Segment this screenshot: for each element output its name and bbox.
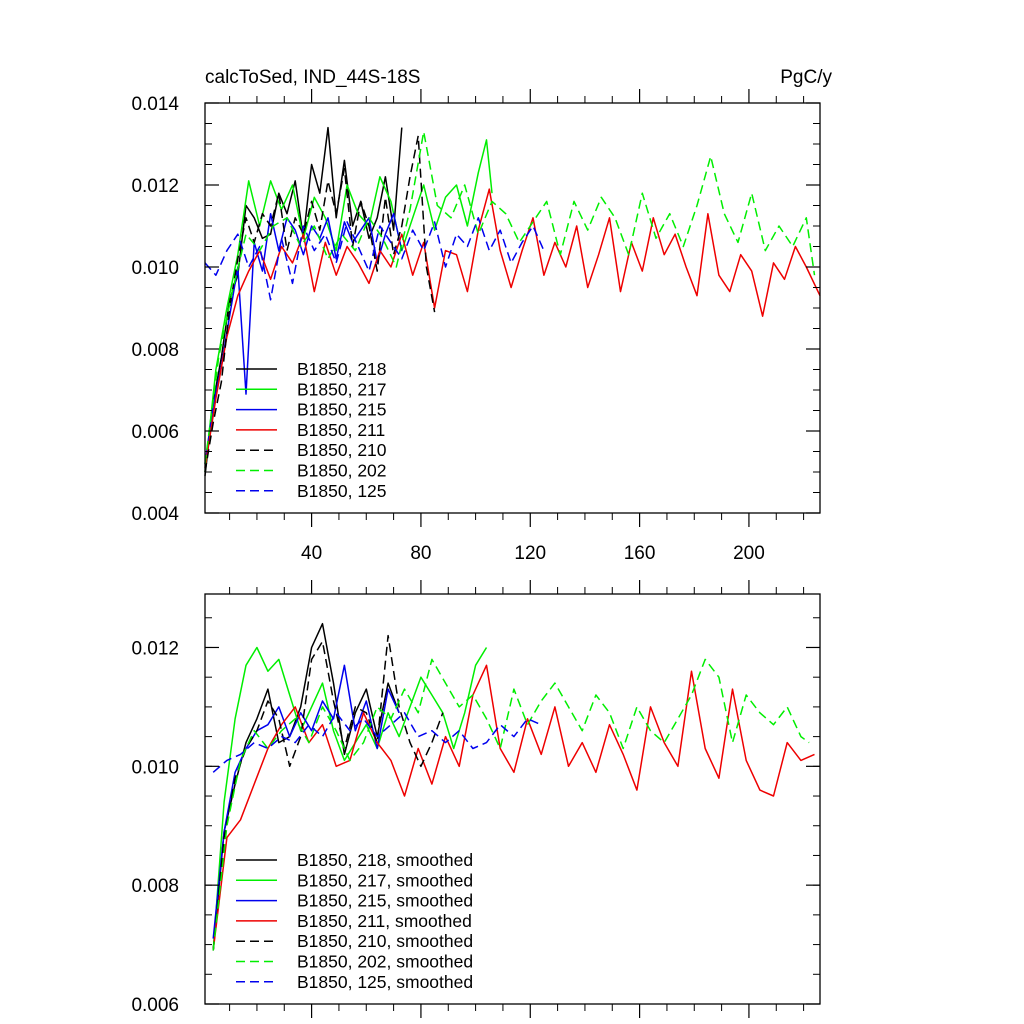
top-series-line-4 [204, 135, 436, 473]
top-series-line-3 [204, 188, 821, 469]
top-ytick-label: 0.004 [131, 504, 179, 525]
bottom-legend-label-3: B1850, 211, smoothed [297, 911, 472, 931]
bottom-series-layer [212, 622, 815, 951]
bottom-series-line-1 [212, 646, 488, 951]
top-legend-label-5: B1850, 202 [297, 461, 387, 481]
top-xtick-label: 120 [514, 543, 546, 564]
top-ytick-label: 0.014 [131, 94, 179, 115]
top-legend-label-3: B1850, 211 [297, 420, 385, 440]
top-legend-label-2: B1850, 215 [297, 400, 387, 420]
top-legend-label-1: B1850, 217 [297, 379, 387, 399]
bottom-legend-label-2: B1850, 215, smoothed [297, 891, 473, 911]
top-ytick-label: 0.010 [131, 258, 179, 279]
top-legend-label-0: B1850, 218 [297, 359, 387, 379]
bottom-axes-layer: 0.006 0.008 0.010 0.012 [131, 580, 821, 1018]
top-panel: calcToSed, IND_44S-18S PgC/y 0.0040.0060… [131, 67, 832, 564]
top-series-line-1 [204, 139, 493, 473]
bottom-ytick-label: 0.012 [131, 638, 179, 659]
top-ytick-label: 0.006 [131, 422, 179, 443]
top-ytick-label: 0.008 [131, 340, 179, 361]
top-ytick-label: 0.012 [131, 176, 179, 197]
bottom-series-line-5 [212, 658, 810, 951]
bottom-ytick-label: 0.008 [131, 876, 179, 897]
bottom-plot-frame [204, 593, 821, 1005]
top-legend-label-6: B1850, 125 [297, 481, 387, 501]
top-series-layer [204, 126, 821, 477]
bottom-legend-label-0: B1850, 218, smoothed [297, 850, 473, 870]
bottom-legend-label-6: B1850, 125, smoothed [297, 972, 473, 992]
top-xtick-label: 40 [301, 543, 322, 564]
top-xtick-label: 160 [624, 543, 656, 564]
top-axes-layer: 0.004 0.006 0.008 0.010 0.012 0.014 40 80 120 160… [131, 89, 821, 564]
bottom-legend-label-1: B1850, 217, smoothed [297, 870, 473, 890]
bottom-series-line-6 [212, 712, 542, 773]
top-series-line-6 [204, 217, 545, 301]
bottom-legend-label-4: B1850, 210, smoothed [297, 931, 473, 951]
top-xtick-label: 80 [410, 543, 431, 564]
bottom-ytick-label: 0.010 [131, 757, 179, 778]
top-xtick-label: 200 [733, 543, 765, 564]
top-legend-label-4: B1850, 210 [297, 440, 387, 460]
bottom-series-line-3 [212, 664, 815, 951]
bottom-legend-label-5: B1850, 202, smoothed [297, 952, 473, 972]
top-chart-title: calcToSed, IND_44S-18S [205, 67, 420, 88]
top-chart-units: PgC/y [780, 67, 832, 88]
bottom-series-line-4 [212, 634, 444, 951]
bottom-panel: 0.006 0.008 0.010 0.012 B1850, 218, smoothe… [131, 580, 821, 1018]
bottom-ytick-label: 0.006 [131, 995, 179, 1016]
bottom-series-line-0 [212, 622, 400, 951]
